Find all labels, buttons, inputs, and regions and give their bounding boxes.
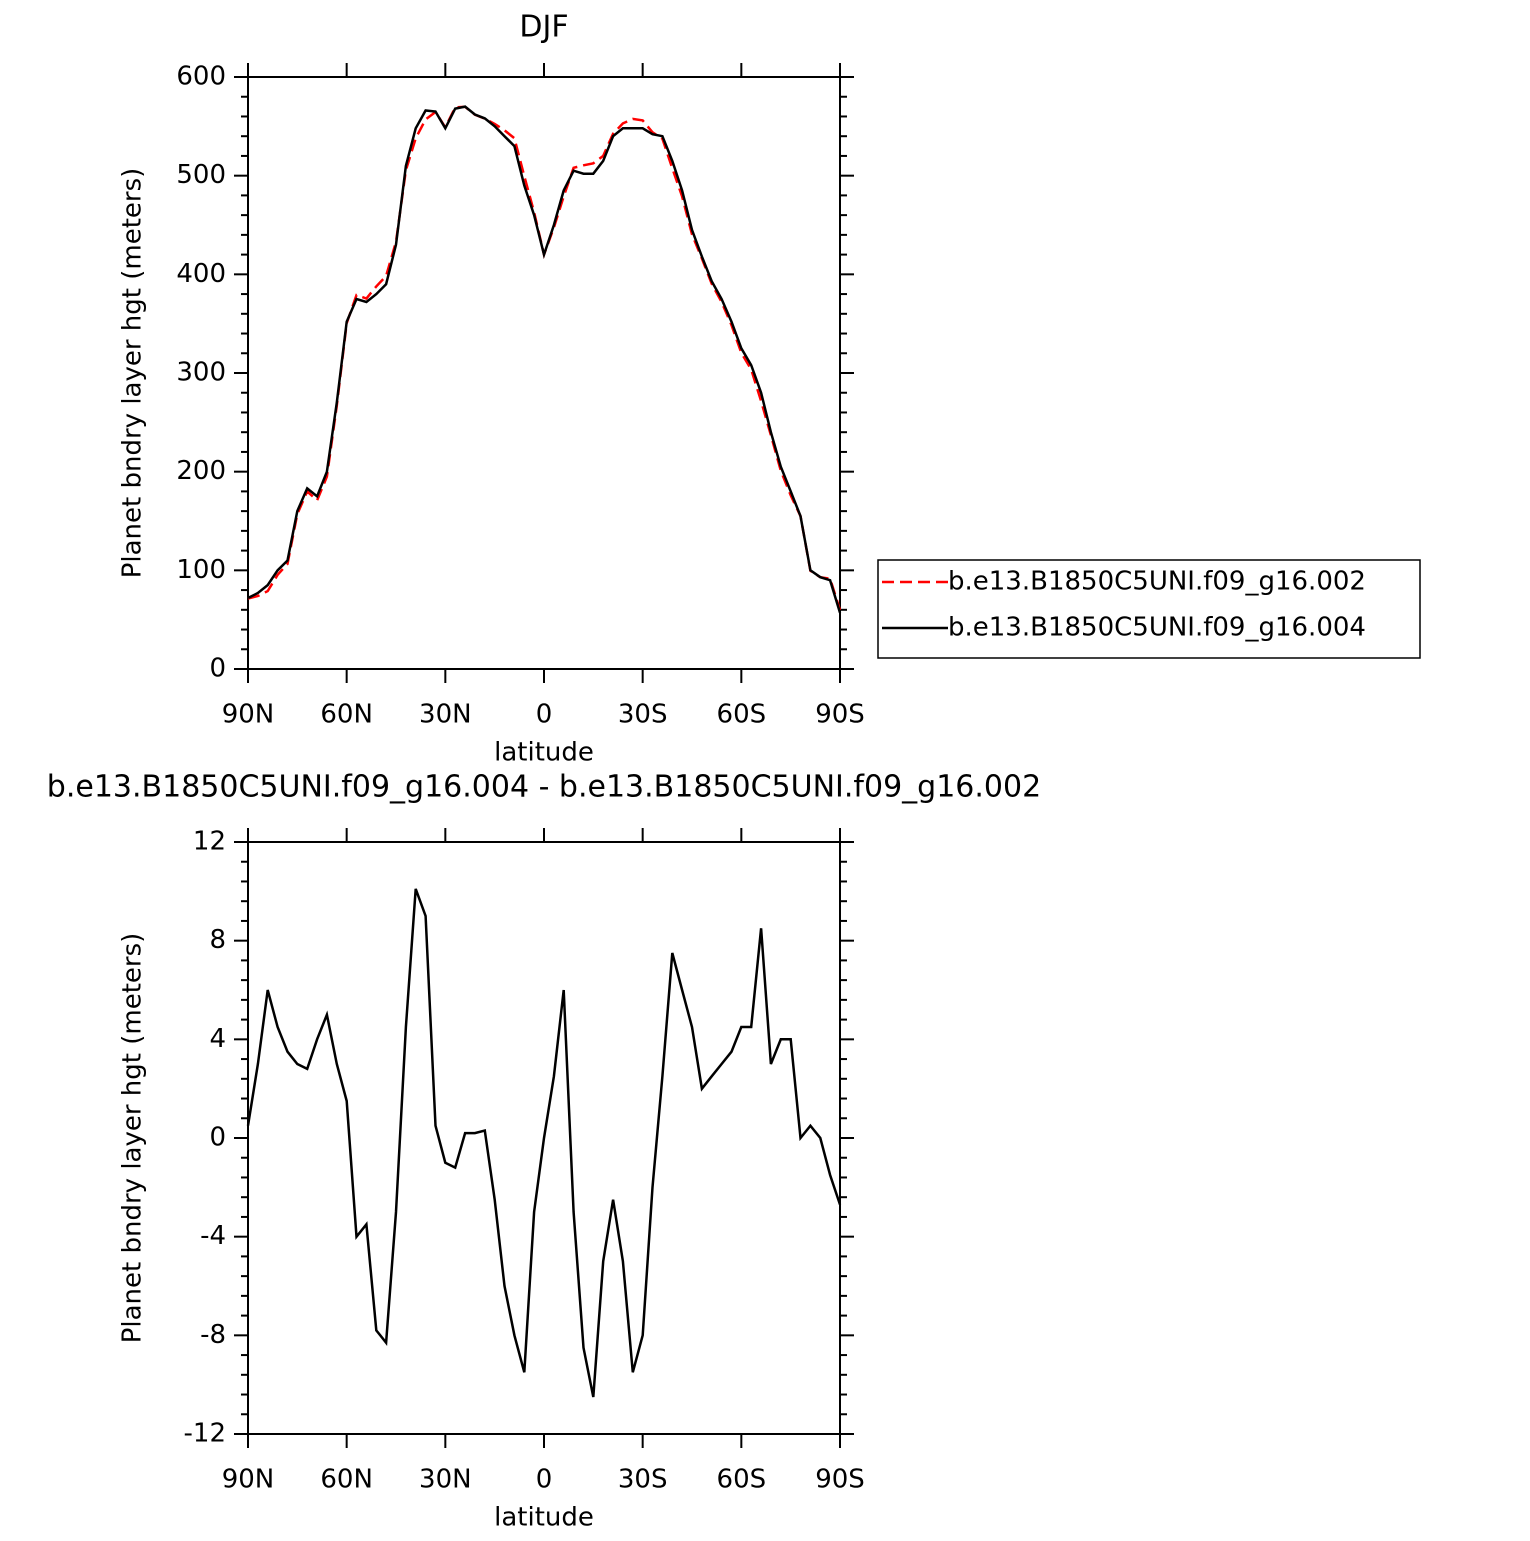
x-tick-label: 30N <box>419 1465 472 1495</box>
legend-label: b.e13.B1850C5UNI.f09_g16.002 <box>948 567 1366 597</box>
x-axis-label: latitude <box>494 1503 594 1533</box>
y-axis-label: Planet bndry layer hgt (meters) <box>118 168 148 579</box>
y-tick-label: 4 <box>209 1024 226 1054</box>
chart-title: DJF <box>519 10 568 45</box>
y-tick-label: 0 <box>209 1123 226 1153</box>
y-axis-label: Planet bndry layer hgt (meters) <box>118 933 148 1344</box>
x-tick-label: 90N <box>222 700 275 730</box>
y-tick-label: 500 <box>176 160 226 190</box>
y-tick-label: 300 <box>176 358 226 388</box>
data-line <box>247 105 842 611</box>
x-tick-label: 60N <box>320 1465 373 1495</box>
y-tick-label: 100 <box>176 555 226 585</box>
x-tick-label: 90S <box>815 1465 865 1495</box>
y-tick-label: 200 <box>176 456 226 486</box>
x-tick-label: 60S <box>717 700 767 730</box>
x-tick-label: 30S <box>618 1465 668 1495</box>
x-tick-label: 90S <box>815 700 865 730</box>
y-tick-label: 600 <box>176 62 226 92</box>
y-tick-label: 12 <box>193 827 226 857</box>
x-tick-label: 30S <box>618 700 668 730</box>
y-tick-label: -8 <box>200 1320 226 1350</box>
x-tick-label: 90N <box>222 1465 275 1495</box>
legend-box <box>877 559 1421 659</box>
data-line <box>247 105 842 614</box>
y-tick-label: -12 <box>184 1419 226 1449</box>
legend-label: b.e13.B1850C5UNI.f09_g16.004 <box>948 613 1366 643</box>
data-line <box>246 888 842 1398</box>
y-tick-label: 0 <box>209 654 226 684</box>
y-tick-label: -4 <box>200 1221 226 1251</box>
x-tick-label: 60N <box>320 700 373 730</box>
chart-title: b.e13.B1850C5UNI.f09_g16.004 - b.e13.B18… <box>47 770 1041 805</box>
x-tick-label: 0 <box>536 700 553 730</box>
x-tick-label: 30N <box>419 700 472 730</box>
x-tick-label: 60S <box>717 1465 767 1495</box>
y-tick-label: 8 <box>209 925 226 955</box>
x-tick-label: 0 <box>536 1465 553 1495</box>
x-axis-label: latitude <box>494 738 594 768</box>
y-tick-label: 400 <box>176 259 226 289</box>
